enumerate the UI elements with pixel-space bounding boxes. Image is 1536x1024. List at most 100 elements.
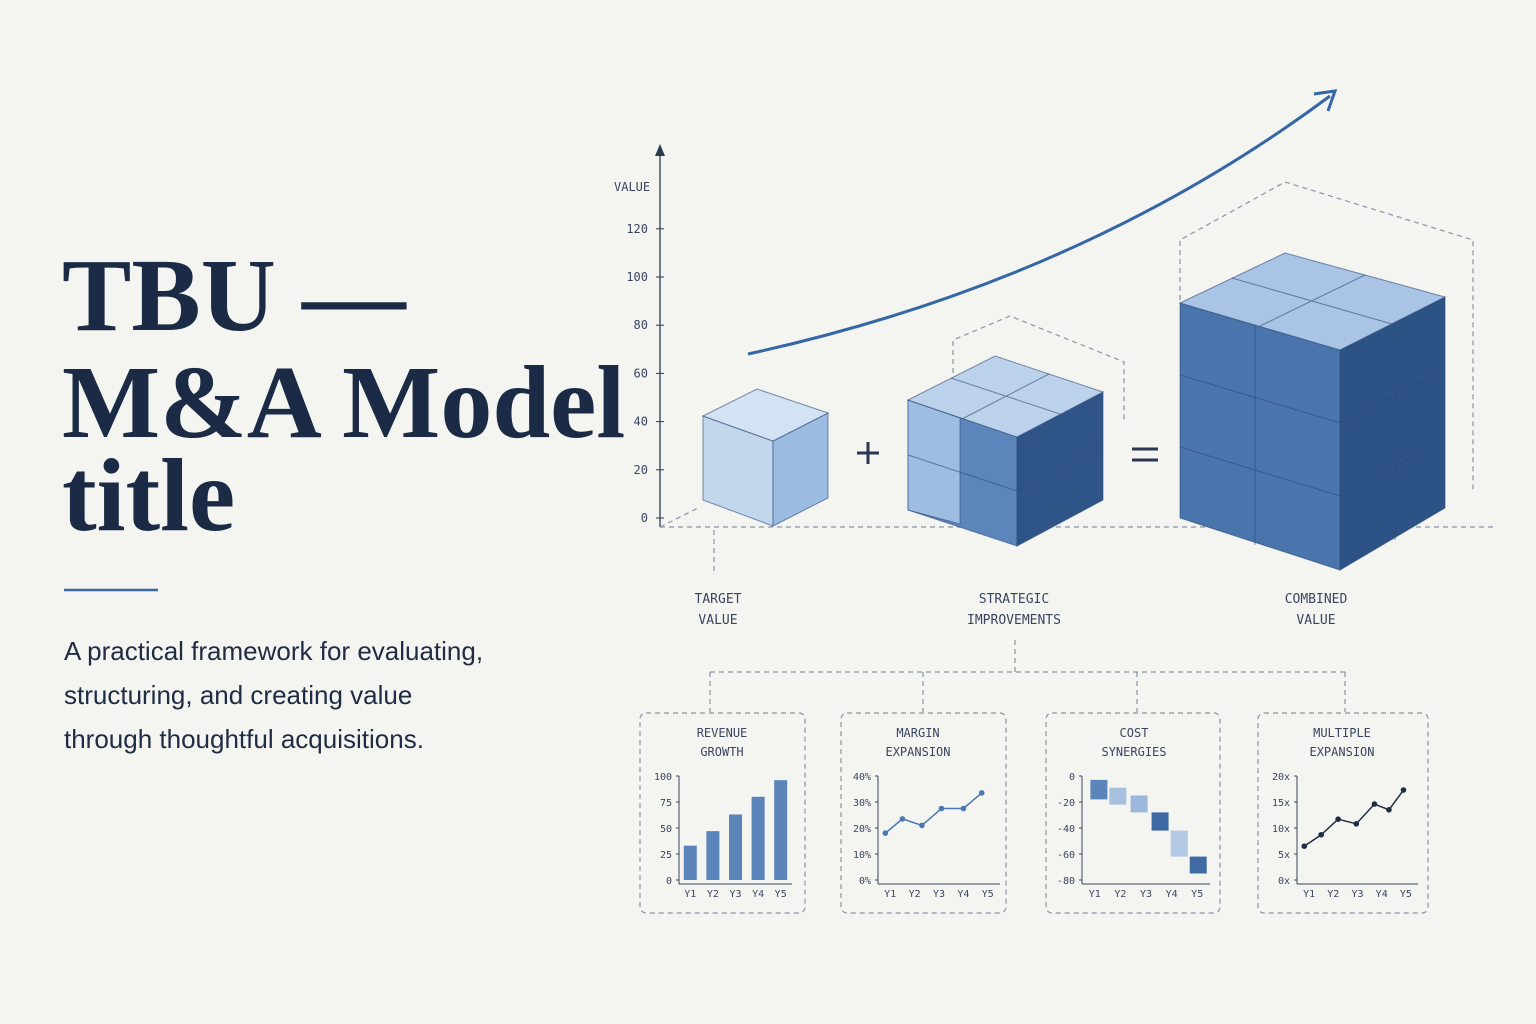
y-tick-label: 30%	[853, 798, 871, 809]
y-tick-label: 10%	[853, 850, 871, 861]
cube-grid	[907, 373, 1104, 492]
y-tick-label: 0	[641, 511, 648, 525]
chart-title: SYNERGIES	[1101, 745, 1166, 759]
cube-face	[907, 399, 961, 525]
range-box	[1109, 787, 1127, 805]
y-tick-label: 0%	[859, 876, 871, 887]
x-tick-label: Y4	[1376, 889, 1388, 900]
x-tick-label: Y1	[1089, 889, 1101, 900]
chart-title: MULTIPLE	[1313, 726, 1371, 740]
range-box	[1151, 812, 1169, 831]
x-tick-label: Y5	[775, 889, 787, 900]
y-tick-label: 0x	[1278, 876, 1290, 887]
block-label: IMPROVEMENTS	[967, 613, 1061, 628]
y-tick-label: -40	[1057, 824, 1075, 835]
chart-title: MARGIN	[896, 726, 939, 740]
point	[960, 805, 967, 812]
range-box	[1170, 830, 1188, 857]
panel	[840, 712, 1007, 914]
point	[938, 805, 945, 812]
projection	[1179, 181, 1474, 490]
chart-title: EXPANSION	[1309, 745, 1374, 759]
y-tick-label: 0	[1069, 772, 1075, 783]
x-tick-label: Y2	[1327, 889, 1339, 900]
cube-grid	[1179, 274, 1446, 545]
point	[1353, 821, 1360, 827]
y-tick-label: 5x	[1278, 850, 1290, 861]
growth-arrowhead	[1313, 89, 1338, 112]
block-label: VALUE	[1296, 613, 1335, 628]
y-tick-label: -60	[1057, 850, 1075, 861]
x-tick-label: Y1	[1303, 889, 1315, 900]
y-tick-label: 80	[634, 318, 648, 332]
y-tick-label: 60	[634, 366, 648, 380]
y-tick-label: 100	[626, 270, 648, 284]
x-tick-label: Y5	[1400, 889, 1412, 900]
chart-title: REVENUE	[697, 726, 748, 740]
y-tick-label: 10x	[1272, 824, 1290, 835]
growth-arrow	[747, 94, 1331, 356]
line	[884, 792, 983, 834]
x-tick-label: Y1	[684, 889, 696, 900]
point	[978, 790, 985, 796]
range-box	[1189, 856, 1207, 874]
subtitle-line: through thoughtful acquisitions.	[64, 724, 424, 754]
chart-title: EXPANSION	[885, 745, 950, 759]
x-tick-label: Y5	[1191, 889, 1203, 900]
connector	[709, 640, 1346, 712]
projection	[952, 315, 1125, 420]
point	[1386, 807, 1392, 813]
bar	[774, 780, 788, 880]
point	[899, 816, 906, 822]
point	[1400, 787, 1407, 793]
x-tick-label: Y2	[1114, 889, 1126, 900]
block-label: STRATEGIC	[979, 592, 1049, 607]
x-tick-label: Y4	[957, 889, 969, 900]
point	[1301, 843, 1308, 849]
point	[882, 830, 889, 836]
panel	[1045, 712, 1221, 914]
axis-arrow	[655, 144, 665, 156]
title-line: M&A Model	[62, 345, 625, 460]
x-tick-label: Y3	[729, 889, 741, 900]
subtitle-line: A practical framework for evaluating,	[64, 636, 483, 666]
y-tick-label: 15x	[1272, 798, 1290, 809]
y-tick-label: 0	[666, 876, 672, 887]
bar	[729, 814, 742, 880]
panel	[639, 712, 806, 914]
x-tick-label: Y4	[1166, 889, 1178, 900]
x-tick-label: Y3	[933, 889, 945, 900]
illustration	[64, 89, 1497, 914]
point	[1371, 801, 1378, 807]
chart-title: GROWTH	[700, 745, 743, 759]
range-box	[1130, 795, 1148, 813]
x-tick-label: Y4	[752, 889, 764, 900]
x-tick-label: Y1	[884, 889, 896, 900]
y-tick-label: 120	[626, 222, 648, 236]
cube-face	[701, 388, 830, 442]
subtitle-line: structuring, and creating value	[64, 680, 412, 710]
title-line: title	[62, 438, 235, 553]
y-tick-label: 40%	[853, 772, 871, 783]
y-tick-label: 20	[634, 463, 648, 477]
y-tick-label: 75	[660, 798, 672, 809]
point	[919, 822, 925, 829]
block-label: TARGET	[695, 592, 742, 607]
bar	[683, 845, 697, 880]
plus-sign	[857, 442, 879, 464]
bar	[751, 796, 765, 880]
equals-sign	[1132, 447, 1158, 462]
y-tick-label: 25	[660, 850, 672, 861]
bar	[706, 831, 720, 880]
chart-title: COST	[1120, 726, 1149, 740]
y-tick-label: 20%	[853, 824, 871, 835]
y-tick-label: -20	[1057, 798, 1075, 809]
range-box	[1090, 779, 1108, 800]
block-label: COMBINED	[1285, 592, 1348, 607]
x-tick-label: Y3	[1140, 889, 1152, 900]
y-tick-label: -80	[1057, 876, 1075, 887]
point	[1318, 831, 1324, 838]
x-tick-label: Y5	[982, 889, 994, 900]
point	[1335, 816, 1341, 822]
